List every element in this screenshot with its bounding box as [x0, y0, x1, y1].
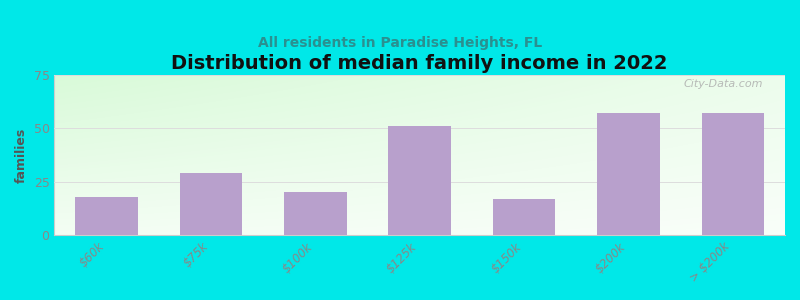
Bar [180, 173, 242, 235]
Bar [388, 126, 451, 235]
Y-axis label: families: families [15, 127, 28, 183]
Bar [493, 199, 555, 235]
Bar [702, 113, 764, 235]
Bar [75, 197, 138, 235]
Title: Distribution of median family income in 2022: Distribution of median family income in … [171, 54, 668, 73]
Text: All residents in Paradise Heights, FL: All residents in Paradise Heights, FL [258, 36, 542, 50]
Bar [284, 193, 346, 235]
Text: City-Data.com: City-Data.com [683, 80, 763, 89]
Bar [597, 113, 660, 235]
